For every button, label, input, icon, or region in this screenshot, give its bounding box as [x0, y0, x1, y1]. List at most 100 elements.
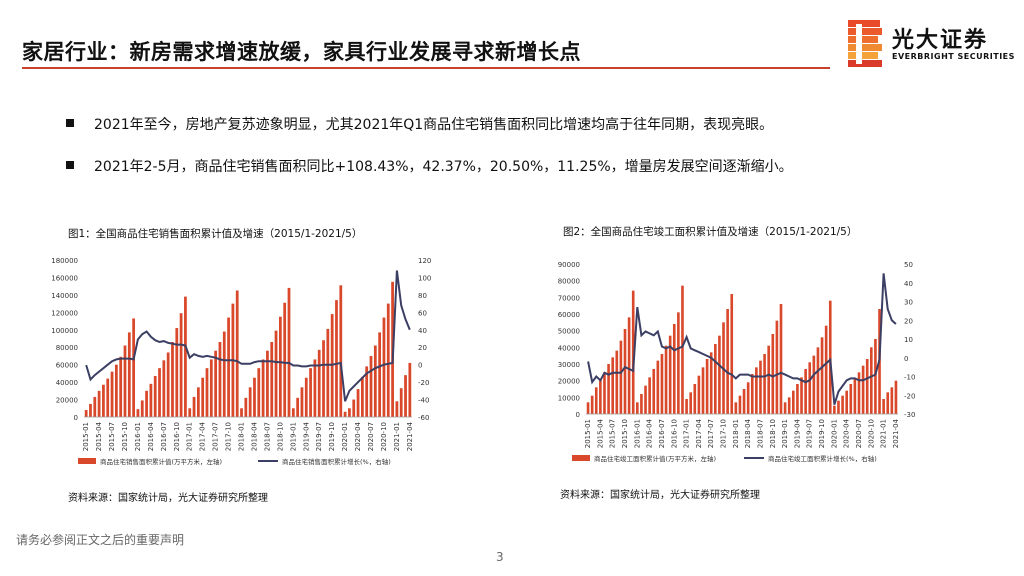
y-left-tick-label: 100000 — [51, 327, 78, 335]
chart-bar — [179, 313, 183, 417]
chart-bar — [240, 408, 243, 417]
chart-bar — [175, 328, 179, 417]
chart-bar — [373, 345, 377, 417]
chart-bar — [726, 309, 729, 414]
logo-text-cn: 光大证券 — [892, 28, 989, 53]
chart-bar — [145, 390, 148, 417]
x-tick-label: 2018-10 — [769, 419, 777, 448]
x-tick-label: 2015-04 — [95, 421, 103, 451]
y-right-tick-label: 20 — [904, 317, 913, 325]
y-left-tick-label: 30000 — [558, 361, 580, 369]
y-right-tick-label: 80 — [418, 292, 427, 300]
chart-bar — [718, 335, 721, 414]
chart-bar — [709, 352, 713, 414]
x-tick-label: 2015-01 — [584, 419, 592, 448]
x-tick-label: 2020-10 — [380, 422, 388, 451]
chart-bar — [278, 316, 282, 417]
chart-bar — [97, 390, 101, 417]
x-tick-label: 2015-07 — [108, 422, 116, 451]
y-right-tick-label: 60 — [418, 309, 427, 317]
chart-bar — [304, 377, 308, 417]
chart-bar — [870, 347, 873, 414]
x-tick-label: 2018-07 — [756, 419, 764, 448]
chart-bar — [352, 399, 356, 417]
y-left-tick-label: 60000 — [558, 311, 580, 319]
x-tick-label: 2020-04 — [843, 418, 851, 448]
chart-bar — [631, 290, 635, 414]
chart-bar — [738, 395, 742, 414]
x-tick-label: 2016-01 — [134, 422, 142, 451]
y-right-tick-label: 120 — [418, 257, 431, 265]
y-right-tick-label: 0 — [418, 362, 422, 370]
chart-bar — [792, 390, 795, 414]
chart-bar — [849, 384, 853, 414]
chart-bar — [853, 379, 857, 414]
x-tick-label: 2019-01 — [289, 422, 297, 451]
chart-bar — [184, 296, 187, 417]
y-left-tick-label: 60000 — [56, 362, 78, 370]
chart-bar — [291, 408, 295, 417]
chart-bar — [114, 364, 118, 417]
x-tick-label: 2020-01 — [341, 422, 349, 451]
x-tick-label: 2016-04 — [147, 421, 155, 451]
chart-bar — [93, 396, 97, 417]
chart-bar — [343, 411, 347, 417]
x-tick-label: 2018-01 — [732, 419, 740, 448]
chart-bar — [812, 355, 816, 414]
x-tick-label: 2015-04 — [596, 418, 604, 448]
y-right-tick-label: -60 — [418, 414, 429, 422]
chart1-caption: 图1：全国商品住宅销售面积累计值及增速（2015/1-2021/5） — [68, 228, 363, 240]
y-left-tick-label: 40000 — [558, 344, 580, 352]
chart-bar — [300, 387, 304, 417]
x-tick-label: 2019-04 — [793, 418, 801, 448]
chart-bar — [759, 360, 762, 414]
chart-line — [587, 273, 897, 405]
x-tick-label: 2017-07 — [212, 422, 220, 451]
chart-bar — [603, 372, 606, 414]
chart-bar — [399, 388, 403, 417]
y-right-tick-label: 50 — [904, 261, 913, 269]
chart-bar — [837, 400, 840, 414]
y-right-tick-label: 100 — [418, 274, 431, 282]
chart-bar — [820, 337, 824, 414]
chart-bar — [672, 324, 676, 414]
chart-bar — [201, 377, 205, 417]
chart-bar — [369, 355, 373, 417]
title-underline — [22, 67, 830, 69]
chart-bar — [771, 334, 775, 414]
chart-bar — [382, 317, 386, 417]
chart-bar — [594, 387, 598, 414]
chart-bar — [309, 368, 312, 417]
x-tick-label: 2018-10 — [276, 422, 284, 451]
y-left-tick-label: 140000 — [51, 292, 78, 300]
chart-bar — [652, 369, 656, 414]
chart-bar — [668, 335, 672, 414]
x-tick-label: 2017-10 — [720, 419, 728, 448]
x-tick-label: 2017-07 — [707, 419, 715, 448]
chart-bar — [253, 377, 256, 417]
chart-bar — [222, 331, 226, 417]
y-left-tick-label: 160000 — [51, 274, 78, 282]
chart-bar — [89, 403, 92, 417]
chart-bar — [360, 376, 364, 417]
chart-bar — [865, 359, 869, 414]
y-right-tick-label: 30 — [904, 299, 913, 307]
bullet-1: 2021年至今，房地产复苏迹象明显，尤其2021年Q1商品住宅销售面积同比增速均… — [66, 114, 773, 134]
chart-bar — [395, 401, 399, 417]
x-tick-label: 2015-10 — [621, 419, 629, 448]
x-tick-label: 2019-04 — [302, 421, 310, 451]
x-tick-label: 2021-04 — [892, 418, 900, 448]
x-tick-label: 2018-07 — [263, 422, 271, 451]
y-left-tick-label: 90000 — [558, 261, 580, 269]
x-tick-label: 2016-04 — [646, 418, 654, 448]
chart-bar — [386, 303, 390, 417]
chart-bar — [248, 387, 252, 417]
y-right-tick-label: -40 — [418, 397, 429, 405]
x-tick-label: 2015-07 — [609, 419, 617, 448]
chart-bar — [685, 399, 688, 414]
legend-swatch-bar — [78, 458, 96, 464]
chart-bar — [166, 352, 170, 417]
chart-bar — [227, 317, 230, 417]
x-tick-label: 2017-04 — [695, 418, 703, 448]
bullet-1-text: 2021年至今，房地产复苏迹象明显，尤其2021年Q1商品住宅销售面积同比增速均… — [94, 117, 774, 133]
